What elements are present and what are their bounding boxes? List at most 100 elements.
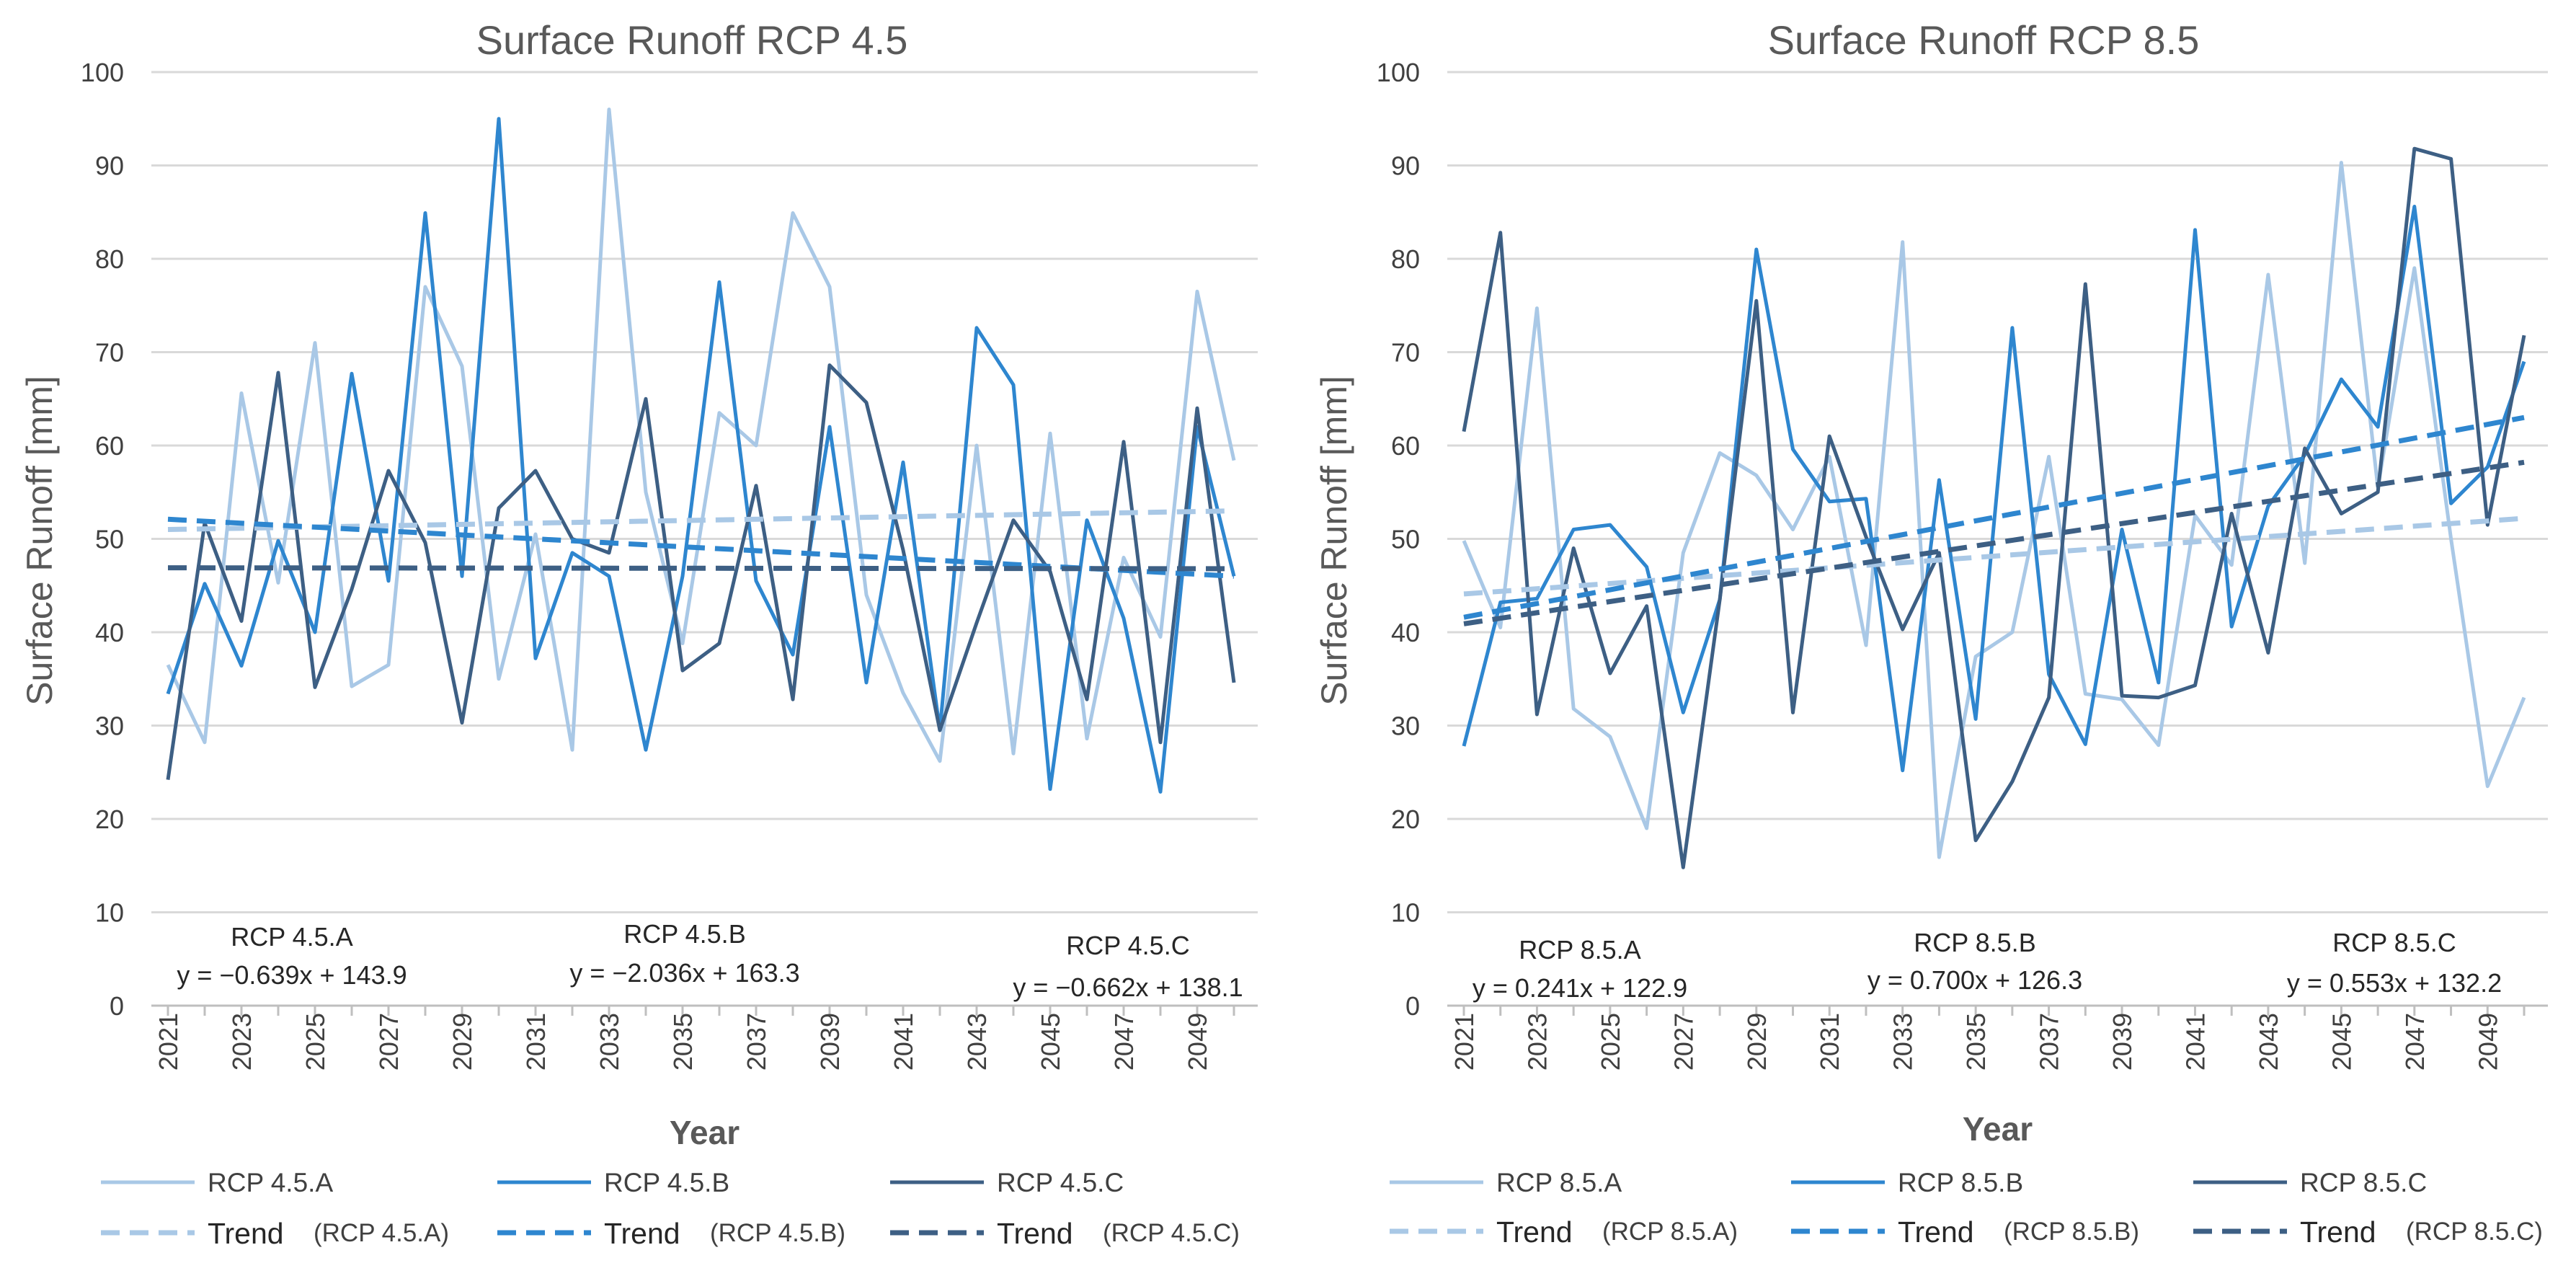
y-tick-label: 90: [95, 151, 124, 181]
x-tick-label: 2027: [374, 1013, 404, 1071]
legend-trend-series: (RCP 4.5.A): [314, 1219, 449, 1247]
x-tick-label: 2025: [301, 1013, 330, 1071]
x-axis-title: Year: [1963, 1110, 2033, 1148]
x-tick-label: 2047: [1109, 1013, 1139, 1071]
y-tick-label: 70: [1391, 338, 1420, 368]
y-tick-label: 10: [95, 898, 124, 928]
trend-line-rcp-8-5-c: [1463, 459, 2525, 626]
y-tick-label: 0: [110, 991, 124, 1021]
x-tick-label: 2031: [1815, 1013, 1844, 1071]
legend-trend-label: Trend: [1496, 1215, 1573, 1249]
y-tick-label: 70: [95, 338, 124, 368]
annotation-label: RCP 8.5.C: [2332, 928, 2456, 957]
legend-entry: RCP 8.5.A: [1496, 1168, 1622, 1197]
y-tick-label: 0: [1405, 991, 1420, 1021]
x-tick-label: 2035: [1961, 1013, 1991, 1071]
y-tick-label: 40: [95, 618, 124, 647]
legend-entry: RCP 8.5.C: [2300, 1168, 2427, 1197]
x-tick-label: 2037: [742, 1013, 771, 1071]
y-tick-label: 40: [1391, 618, 1420, 647]
y-tick-label: 50: [95, 525, 124, 554]
legend-trend-label: Trend: [604, 1217, 680, 1250]
legend-entry: RCP 4.5.B: [604, 1168, 729, 1197]
legend-trend-label: Trend: [208, 1217, 284, 1250]
x-tick-label: 2047: [2400, 1013, 2430, 1071]
y-tick-label: 30: [95, 712, 124, 741]
gridlines: [1447, 71, 2548, 1007]
y-axis-title: Surface Runoff [mm]: [1314, 376, 1354, 706]
chart-rcp85: Surface Runoff RCP 8.5 0 10 20 30 40 50 60 70 80 9…: [1314, 17, 2548, 1249]
x-tick-label: 2031: [521, 1013, 551, 1071]
x-tick-label: 2041: [2180, 1013, 2210, 1071]
y-tick-label: 80: [95, 244, 124, 274]
series-line-rcp-8-5-b: [1462, 205, 2526, 773]
annotation-equation: y = 0.553x + 132.2: [2287, 968, 2502, 998]
x-tick-label: 2043: [962, 1013, 992, 1071]
x-tick-label: 2043: [2254, 1013, 2283, 1071]
x-tick-label: 2045: [1036, 1013, 1065, 1071]
x-tick-label: 2049: [2473, 1013, 2502, 1071]
x-tick-label: 2029: [1742, 1013, 1772, 1071]
chart-title: Surface Runoff RCP 8.5: [1768, 17, 2200, 63]
y-tick-label: 30: [1391, 712, 1420, 741]
x-tick-label: 2021: [1449, 1013, 1479, 1071]
x-tick-label: 2021: [154, 1013, 183, 1071]
x-tick-label: 2045: [2327, 1013, 2356, 1071]
y-tick-label: 80: [1391, 244, 1420, 274]
x-tick-label: 2033: [1888, 1013, 1918, 1071]
chart-title: Surface Runoff RCP 4.5: [476, 17, 908, 63]
legend-trend-series: (RCP 8.5.B): [2004, 1218, 2139, 1246]
x-tick-label: 2023: [227, 1013, 257, 1071]
legend-entry: RCP 4.5.A: [208, 1168, 333, 1197]
y-axis-title: Surface Runoff [mm]: [19, 376, 60, 706]
y-tick-label: 20: [95, 805, 124, 834]
y-tick-label: 100: [1377, 58, 1420, 87]
y-tick-label: 90: [1391, 151, 1420, 181]
annotation-equation: y = 0.700x + 126.3: [1867, 965, 2082, 995]
x-tick-label: 2027: [1669, 1013, 1698, 1071]
x-tick-label: 2041: [889, 1013, 918, 1071]
y-tick-label: 60: [95, 431, 124, 461]
legend: RCP 4.5.A RCP 4.5.B RCP 4.5.C Trend (RCP 4.5…: [101, 1168, 1240, 1250]
legend-trend-series: (RCP 8.5.A): [1602, 1218, 1738, 1246]
y-tick-label: 10: [1391, 898, 1420, 928]
x-tick-label: 2029: [448, 1013, 477, 1071]
annotation-equation: y = −0.639x + 143.9: [177, 960, 407, 990]
legend: RCP 8.5.A RCP 8.5.B RCP 8.5.C Trend (RCP 8.5…: [1390, 1168, 2543, 1249]
series-line-rcp-4-5-c: [166, 363, 1236, 780]
legend-trend-label: Trend: [1898, 1215, 1974, 1249]
x-axis: 2021 2023 2025 2027 2029 2031 2033 2035 2037 2039…: [1447, 1004, 2548, 1071]
y-tick-label: 60: [1391, 431, 1420, 461]
annotation-equation: y = 0.241x + 122.9: [1473, 973, 1687, 1003]
annotation-label: RCP 8.5.A: [1519, 935, 1640, 965]
series-line-rcp-4-5-b: [166, 117, 1236, 794]
trend-line-rcp-8-5-b: [1463, 415, 2525, 620]
legend-trend-label: Trend: [2300, 1215, 2376, 1249]
annotation-label: RCP 4.5.C: [1066, 931, 1189, 960]
y-tick-label: 50: [1391, 525, 1420, 554]
series-line-rcp-8-5-c: [1462, 146, 2526, 869]
trend-line-rcp-8-5-a: [1463, 515, 2525, 597]
x-tick-label: 2037: [2035, 1013, 2064, 1071]
annotation-label: RCP 4.5.A: [231, 922, 352, 952]
trend-line-rcp-4-5-b: [167, 516, 1235, 579]
x-axis: 2021 2023 2025 2027 2029 2031 2033 2035 2037 2039…: [151, 1004, 1258, 1071]
legend-trend-label: Trend: [997, 1217, 1073, 1250]
chart-rcp45: Surface Runoff RCP 4.5 0 10 20 30 40 50 60 70 80 9…: [19, 17, 1258, 1250]
annotation-equation: y = −2.036x + 163.3: [569, 958, 799, 988]
trend-line-rcp-4-5-c: [167, 565, 1235, 572]
legend-trend-series: (RCP 4.5.C): [1103, 1219, 1240, 1247]
annotation-label: RCP 4.5.B: [623, 919, 745, 949]
series-line-rcp-8-5-a: [1462, 161, 2526, 859]
x-tick-label: 2023: [1522, 1013, 1552, 1071]
legend-entry: RCP 8.5.B: [1898, 1168, 2023, 1197]
x-tick-label: 2039: [2108, 1013, 2137, 1071]
legend-trend-series: (RCP 8.5.C): [2406, 1218, 2543, 1246]
x-tick-label: 2049: [1183, 1013, 1212, 1071]
x-tick-label: 2035: [668, 1013, 698, 1071]
legend-trend-series: (RCP 4.5.B): [710, 1219, 845, 1247]
annotation-label: RCP 8.5.B: [1914, 928, 2035, 957]
x-axis-title: Year: [670, 1114, 740, 1151]
legend-entry: RCP 4.5.C: [997, 1168, 1124, 1197]
y-tick-label: 100: [81, 58, 124, 87]
